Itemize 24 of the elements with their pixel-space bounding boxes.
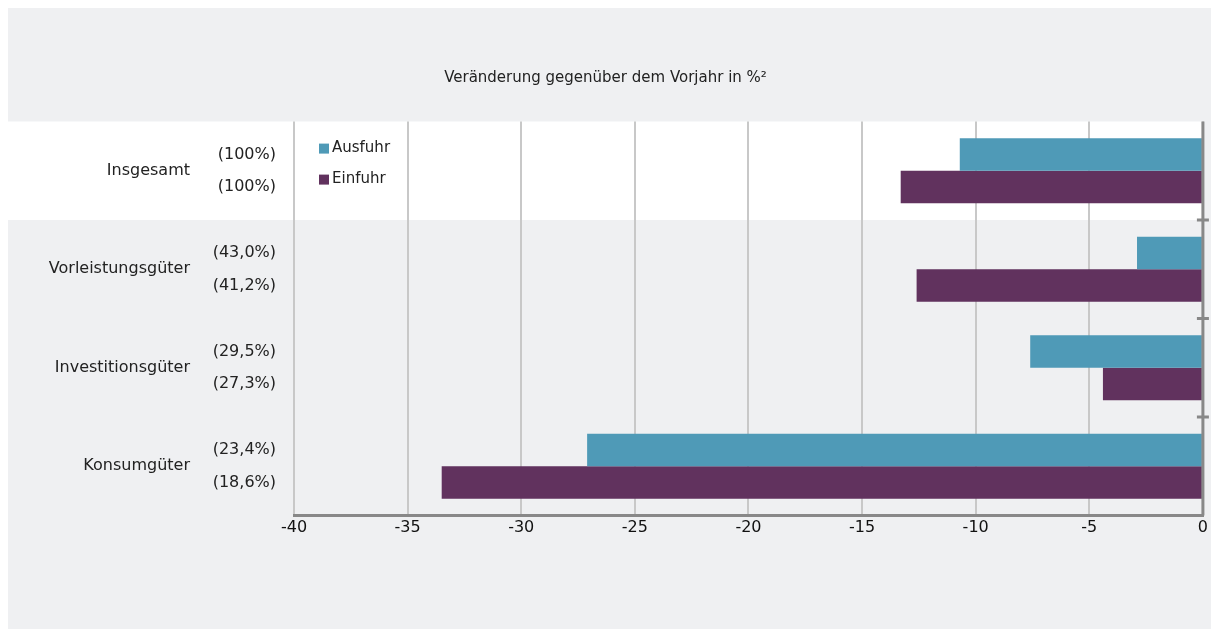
- legend-label: Einfuhr: [332, 169, 387, 188]
- text: (100%): [217, 143, 276, 163]
- y-tick-label: Investitionsgüter: [54, 356, 191, 376]
- text: (23,4%): [212, 439, 276, 459]
- x-tick-label: -15: [849, 517, 876, 537]
- x-tick-label: 0: [1197, 517, 1208, 537]
- text: (43,0%): [212, 242, 276, 262]
- y-tick-label: Insgesamt: [106, 159, 190, 179]
- x-tick-label: -40: [280, 517, 308, 537]
- x-tick-label: -5: [1081, 517, 1098, 537]
- text: (100%): [217, 176, 276, 196]
- text: (29,5%): [212, 340, 276, 360]
- x-tick-label: -30: [508, 517, 535, 537]
- text: (27,3%): [212, 373, 276, 393]
- legend-label: Ausfuhr: [332, 138, 391, 157]
- text: (18,6%): [212, 471, 276, 491]
- x-tick-label: -20: [735, 517, 762, 537]
- chart-title: Veränderung gegenüber dem Vorjahr in %²: [444, 68, 767, 87]
- y-tick-label: Konsumgüter: [83, 455, 191, 475]
- x-tick-label: -35: [394, 517, 421, 537]
- text: (41,2%): [212, 274, 276, 294]
- y-tick-label: Vorleistungsgüter: [48, 258, 191, 278]
- x-tick-label: -10: [962, 517, 989, 537]
- x-tick-label: -25: [621, 517, 648, 537]
